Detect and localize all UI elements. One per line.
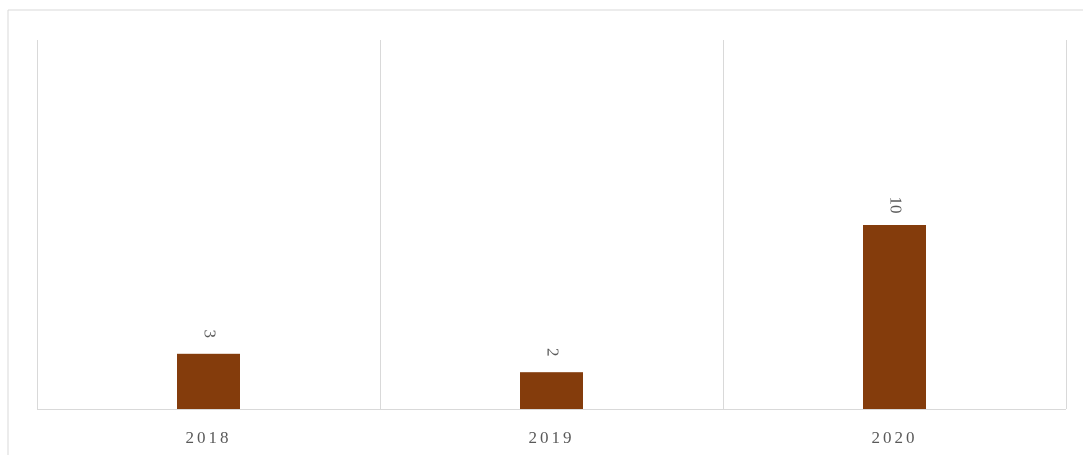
x-tick-label-2018: 2018 bbox=[186, 428, 232, 447]
x-tick-label-2020: 2020 bbox=[872, 428, 918, 447]
x-tick-label-2019: 2019 bbox=[529, 428, 575, 447]
bar-2019 bbox=[520, 372, 583, 409]
bar-2018 bbox=[177, 354, 240, 409]
data-label-2020: 10 bbox=[887, 197, 906, 214]
bar-2020 bbox=[863, 225, 926, 409]
data-label-2019: 2 bbox=[544, 348, 563, 357]
data-label-2018: 3 bbox=[201, 330, 220, 339]
